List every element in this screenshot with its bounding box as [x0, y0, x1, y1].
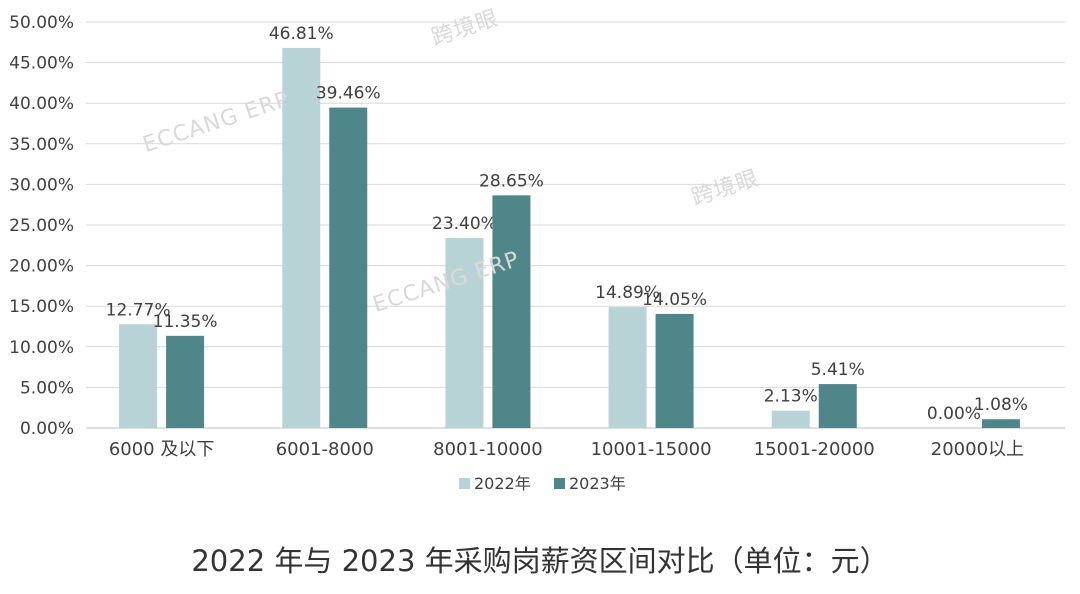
y-tick-label: 25.00% — [9, 216, 74, 236]
y-tick-label: 40.00% — [9, 94, 74, 114]
data-label: 2.13% — [764, 387, 818, 407]
data-label: 1.08% — [974, 395, 1028, 415]
bar-series2 — [655, 313, 694, 428]
x-category-label: 15001-20000 — [754, 439, 875, 460]
bar-series2 — [981, 419, 1020, 428]
bar-series1 — [771, 410, 810, 428]
legend: 2022年 2023年 — [459, 474, 626, 493]
bar-series1 — [608, 307, 647, 428]
y-tick-label: 50.00% — [9, 13, 74, 33]
bar-series1 — [445, 237, 484, 428]
legend-label: 2022年 — [474, 474, 531, 493]
data-label: 14.89% — [595, 283, 660, 303]
y-tick-label: 20.00% — [9, 257, 74, 277]
bar-series1 — [282, 47, 321, 428]
x-category-label: 10001-15000 — [591, 439, 712, 460]
y-tick-label: 5.00% — [20, 378, 74, 398]
data-label: 23.40% — [432, 214, 497, 234]
data-label: 5.41% — [811, 360, 865, 380]
x-category-label: 6000 及以下 — [109, 439, 215, 460]
y-tick-label: 10.00% — [9, 338, 74, 358]
bars: 12.77%11.35% 46.81% 39.46% 23.40% 28.65% 14.8… — [106, 24, 1028, 428]
bar-series2 — [166, 335, 205, 428]
y-tick-label: 35.00% — [9, 135, 74, 155]
chart-title: 2022 年与 2023 年采购岗薪资区间对比（单位：元） — [191, 544, 889, 578]
bar-series2 — [818, 384, 857, 428]
data-label: 28.65% — [479, 171, 544, 191]
x-category-label: 20000以上 — [931, 439, 1024, 460]
x-category-label: 8001-10000 — [433, 439, 543, 460]
bar-series2 — [329, 107, 368, 428]
legend-swatch — [459, 478, 470, 489]
y-tick-label: 30.00% — [9, 175, 74, 195]
bar-series2 — [492, 195, 531, 428]
y-tick-label: 0.00% — [20, 419, 74, 439]
legend-label: 2023年 — [569, 474, 626, 493]
data-label: 46.81% — [269, 24, 334, 44]
y-tick-label: 15.00% — [9, 297, 74, 317]
data-label: 39.46% — [316, 84, 381, 104]
data-label: 12.77% — [106, 300, 171, 320]
x-axis-category-labels: 6000 及以下 6001-8000 8001-10000 10001-15000 15… — [109, 439, 1024, 460]
bar-series1 — [119, 324, 158, 428]
legend-swatch — [554, 478, 565, 489]
y-axis-tick-labels: 0.00% 5.00% 10.00% 15.00% 20.00% 25.00% 30.00%… — [9, 13, 74, 439]
x-category-label: 6001-8000 — [276, 439, 374, 460]
bar-chart: 0.00% 5.00% 10.00% 15.00% 20.00% 25.00% 30.00%… — [9, 13, 1065, 493]
data-label: 14.05% — [642, 290, 707, 310]
y-tick-label: 45.00% — [9, 54, 74, 74]
data-label: 11.35% — [153, 312, 218, 332]
data-label: 0.00% — [927, 404, 981, 424]
gridlines — [86, 21, 1065, 429]
